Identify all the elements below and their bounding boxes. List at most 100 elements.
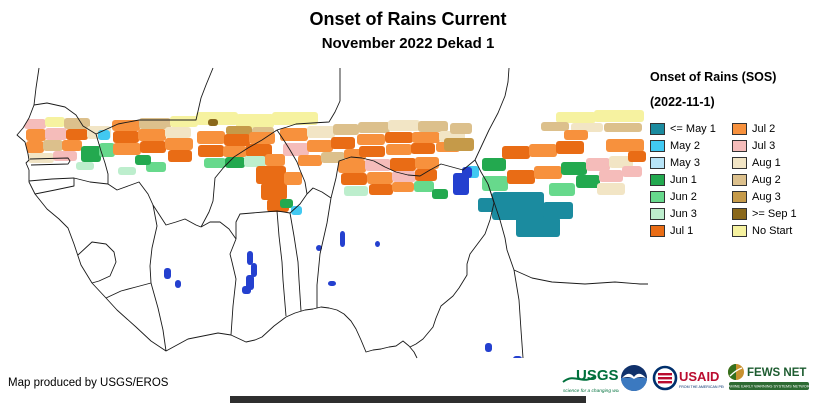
map-patch-aug1: [388, 120, 420, 131]
legend-item-sep1: >= Sep 1: [732, 205, 797, 222]
country-border: [289, 212, 302, 312]
country-border: [235, 210, 278, 239]
map-patch-jul3: [365, 159, 391, 171]
legend-item-jun2: Jun 2: [650, 188, 722, 205]
bottom-bar: [230, 396, 586, 403]
usaid-tagline: FROM THE AMERICAN PEOPLE: [679, 385, 724, 389]
water-body: [164, 268, 171, 279]
map-patch-jun1: [482, 158, 506, 171]
map-patch-jul1: [415, 169, 437, 181]
map-patch-jul3: [599, 170, 623, 182]
water-body: [485, 343, 492, 352]
map-patch-jul3: [53, 151, 77, 161]
map-patch-jun2: [99, 143, 115, 157]
coastline: [16, 67, 418, 359]
legend-label: May 2: [670, 139, 700, 152]
map-patch-nostart: [196, 112, 238, 125]
map-patch-nostart: [272, 112, 318, 125]
map-patch-aug2: [139, 118, 171, 129]
country-border: [330, 156, 476, 199]
map-patch-jul3: [586, 158, 610, 171]
map-patch-jul1: [556, 141, 584, 154]
map-patch-jul2: [265, 154, 285, 166]
legend-col-left: <= May 1 May 2 May 3 Jun 1 Jun 2 Jun 3 Jul 1: [650, 120, 722, 239]
map-patch-jul2: [529, 144, 557, 157]
map-patch-sep1: [208, 119, 218, 126]
map-patch-jul2: [165, 138, 193, 150]
legend-swatch-aug3: [732, 190, 747, 203]
map-patch-aug1: [165, 127, 191, 138]
map-patch-jul1: [168, 150, 192, 162]
legend-item-may2: May 2: [650, 137, 722, 154]
map-patch-jul2: [386, 144, 412, 155]
page-title: Onset of Rains Current: [309, 9, 507, 29]
legend-title: Onset of Rains (SOS): [650, 70, 777, 84]
country-border: [150, 282, 167, 352]
legend-label: Jul 3: [752, 139, 776, 152]
legend-item-jul3: Jul 3: [732, 137, 797, 154]
usaid-stripe-icon: [658, 381, 672, 384]
usgs-logo: USGS science for a changing world: [562, 367, 619, 394]
map-patch-aug2: [321, 152, 345, 163]
map-patch-jul2: [307, 140, 333, 152]
map-patch-jun2: [482, 176, 508, 191]
usaid-stripe-icon: [658, 377, 672, 380]
legend-item-jun1: Jun 1: [650, 171, 722, 188]
map-patch-jun1: [135, 155, 151, 165]
noaa-logo: [621, 365, 647, 391]
map-patch-jul1: [261, 183, 287, 200]
map-patch-jul1: [502, 146, 530, 159]
map-patch-nostart: [556, 112, 596, 123]
legend-swatch-jun1: [650, 173, 665, 186]
map-patch-aug2: [418, 121, 448, 132]
water-body: [251, 263, 257, 277]
water-body: [513, 356, 522, 358]
map-patch-jul1: [628, 151, 646, 162]
map-patch-aug2: [604, 123, 642, 132]
legend-label: Jul 2: [752, 122, 776, 135]
map-patch-jun2: [414, 181, 434, 192]
water-body: [242, 286, 251, 294]
map-patch-jun1: [576, 175, 600, 188]
legend-item-may3: May 3: [650, 154, 722, 171]
map-patch-jul1: [246, 144, 272, 157]
map-patch-aug2: [43, 140, 63, 151]
usaid-logo-text: USAID: [679, 369, 719, 384]
noaa-sea-icon: [621, 378, 647, 391]
page-subtitle: November 2022 Dekad 1: [321, 35, 495, 52]
map-patch-aug2: [450, 123, 472, 134]
legend-label: Jun 1: [670, 173, 697, 186]
water-body: [247, 251, 253, 265]
country-border: [316, 197, 332, 308]
map-patch-aug1: [597, 183, 625, 195]
legend-swatch-jul2: [732, 122, 747, 135]
map-patch-may1: [543, 202, 573, 219]
usgs-logo-text: USGS: [576, 367, 619, 384]
country-border: [276, 68, 341, 131]
usaid-logo: USAID FROM THE AMERICAN PEOPLE: [652, 365, 724, 391]
map-patch-jul2: [392, 182, 414, 192]
map-patch-jun1: [81, 146, 101, 162]
map-patch-jul1: [140, 141, 166, 153]
map-patch-jul2: [415, 157, 439, 169]
legend-swatch-nostart: [732, 224, 747, 237]
legend-label: Jun 2: [670, 190, 697, 203]
water-body: [175, 280, 181, 288]
legend-label: >= Sep 1: [752, 207, 797, 220]
water-bodies: [164, 167, 522, 358]
country-border: [73, 177, 154, 206]
map-patch-jul2: [112, 120, 140, 131]
country-border: [77, 241, 117, 284]
legend: Onset of Rains (SOS) (2022-11-1) <= May …: [650, 70, 814, 239]
map-patch-jun3: [244, 156, 266, 167]
map-patch-jun1: [280, 199, 293, 208]
map-patch-jul2: [534, 166, 562, 179]
legend-item-jul2: Jul 2: [732, 120, 797, 137]
map-patch-jul1: [224, 134, 250, 146]
map-patch-jul2: [338, 160, 366, 173]
map-patch-jun1: [561, 162, 587, 175]
map-patch-may1: [492, 192, 544, 220]
legend-swatch-aug2: [732, 173, 747, 186]
fewsnet-swoosh-icon: [729, 367, 743, 377]
country-border: [152, 204, 202, 228]
